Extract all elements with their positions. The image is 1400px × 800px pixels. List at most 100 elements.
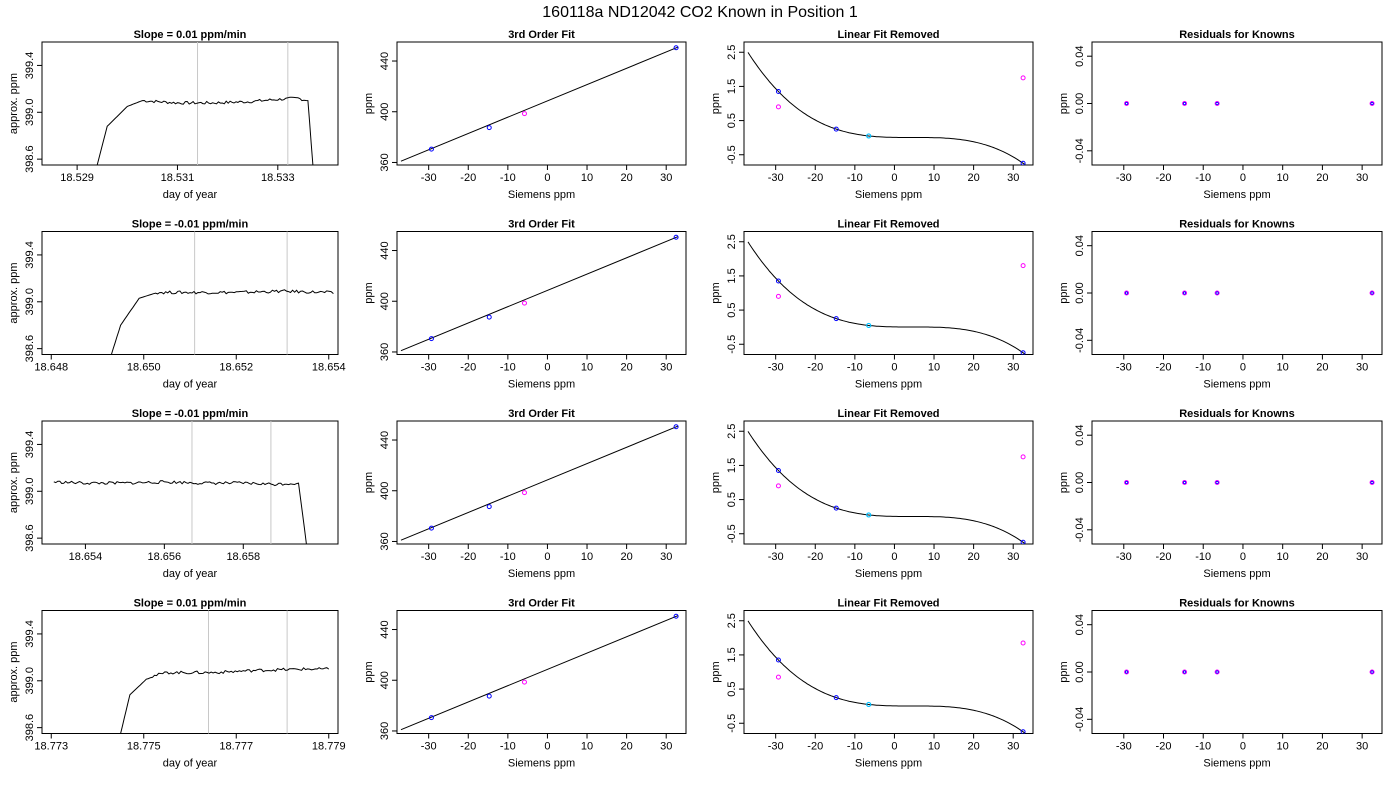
y-tick-label: 0.5 xyxy=(726,113,738,128)
panel-fit-row-1: 3rd Order Fit -30 -20 -10 0 10 20 30 360 400 440 Si… xyxy=(363,29,687,201)
known-point xyxy=(486,314,492,320)
y-axis-label: approx. ppm xyxy=(8,73,20,134)
fit-line xyxy=(400,425,679,541)
plot-area xyxy=(110,231,334,355)
plot-area xyxy=(747,241,1026,355)
x-tick-label: 20 xyxy=(620,741,632,753)
x-tick-label: 10 xyxy=(581,172,593,184)
x-tick-label: -20 xyxy=(460,741,476,753)
panel-residuals-row-1: Residuals for Knowns -30 -20 -10 0 10 20 30 -0.0… xyxy=(1058,29,1383,201)
x-tick-label: -30 xyxy=(768,741,784,753)
x-tick-label: 0 xyxy=(1240,551,1246,563)
plot-frame xyxy=(1091,41,1383,166)
x-tick-label: 10 xyxy=(581,741,593,753)
x-tick-label: -10 xyxy=(847,172,863,184)
x-tick-label: -30 xyxy=(421,551,437,563)
plot-area xyxy=(400,424,679,541)
y-tick-label: 399.4 xyxy=(24,241,36,269)
y-tick-label: 1.5 xyxy=(726,458,738,473)
panel-linear-removed-row-4: Linear Fit Removed -30 -20 -10 0 10 20 30 -0.5 0.… xyxy=(710,598,1034,770)
y-tick-label: 440 xyxy=(379,620,391,638)
x-tick-label: 30 xyxy=(1007,172,1019,184)
residual-point xyxy=(1370,480,1374,485)
y-axis-label: ppm xyxy=(1058,661,1070,682)
residual-point xyxy=(1215,670,1219,674)
known-point xyxy=(1020,350,1026,355)
plot-frame xyxy=(743,231,1034,355)
x-tick-label: 10 xyxy=(581,362,593,374)
x-axis-label: day of year xyxy=(163,189,218,201)
x-tick-label: 0 xyxy=(544,362,550,374)
y-tick-label: 360 xyxy=(379,532,391,550)
plot-area xyxy=(53,421,307,544)
y-tick-label: 399.0 xyxy=(24,288,36,316)
y-tick-label: 400 xyxy=(379,292,391,310)
plot-frame xyxy=(743,420,1034,545)
known-point xyxy=(833,316,839,322)
residual-point-outer xyxy=(1369,480,1375,485)
y-axis-label: ppm xyxy=(363,661,375,682)
panel-linear-removed-row-1: Linear Fit Removed -30 -20 -10 0 10 20 30 -0.5 0.… xyxy=(710,29,1034,201)
x-tick-label: 10 xyxy=(1277,362,1289,374)
residual-point xyxy=(1182,291,1187,295)
x-tick-label: -20 xyxy=(807,172,823,184)
residual-point-outer xyxy=(1214,101,1220,106)
known-point xyxy=(673,424,679,430)
x-tick-label: -10 xyxy=(500,362,516,374)
plot-area xyxy=(1124,290,1375,296)
x-tick-label: 10 xyxy=(928,741,940,753)
x-tick-label: -20 xyxy=(1156,551,1172,563)
plot-area xyxy=(400,613,679,731)
x-tick-label: 20 xyxy=(967,172,979,184)
y-tick-label: 1.5 xyxy=(726,268,738,283)
panel-time-series-row-2: Slope = -0.01 ppm/min 18.648 18.650 18.652 1… xyxy=(8,219,346,391)
known-point xyxy=(428,525,434,531)
plot-frame xyxy=(396,231,687,355)
known-point xyxy=(775,278,781,284)
x-tick-label: -30 xyxy=(421,362,437,374)
y-tick-label: 2.5 xyxy=(726,613,738,628)
y-axis-label: ppm xyxy=(710,661,722,682)
plot-area xyxy=(747,431,1026,544)
known-point xyxy=(775,468,781,474)
panel-title: 3rd Order Fit xyxy=(508,219,575,231)
linear-residual-point xyxy=(1020,640,1026,646)
y-tick-label: -0.5 xyxy=(726,714,738,733)
known-point xyxy=(428,715,434,721)
panel-title: Linear Fit Removed xyxy=(837,29,939,41)
known-point xyxy=(775,657,781,663)
y-tick-label: 0.00 xyxy=(1074,282,1086,303)
x-tick-label: -20 xyxy=(807,741,823,753)
y-axis-label: ppm xyxy=(363,472,375,493)
residual-point-outer xyxy=(1214,480,1220,485)
panel-residuals-row-3: Residuals for Knowns -30 -20 -10 0 10 20 30 -0.0… xyxy=(1058,408,1383,580)
y-tick-label: 2.5 xyxy=(726,234,738,249)
x-tick-label: 0 xyxy=(891,362,897,374)
x-tick-label: -10 xyxy=(1195,362,1211,374)
x-tick-label: 30 xyxy=(1007,362,1019,374)
x-tick-label: -10 xyxy=(847,551,863,563)
x-tick-label: -10 xyxy=(500,172,516,184)
x-tick-label: 18.652 xyxy=(219,362,253,374)
x-tick-label: 18.775 xyxy=(127,741,161,753)
y-axis-label: ppm xyxy=(710,472,722,493)
linear-residual-point xyxy=(775,483,781,489)
x-axis-label: Siemens ppm xyxy=(1203,568,1270,580)
known-point xyxy=(1020,539,1026,544)
y-tick-label: -0.04 xyxy=(1074,328,1086,353)
panel-title: Linear Fit Removed xyxy=(837,219,939,231)
plot-frame xyxy=(1091,610,1383,734)
y-axis-label: ppm xyxy=(1058,282,1070,303)
x-tick-label: -30 xyxy=(768,172,784,184)
y-tick-label: 0.00 xyxy=(1074,472,1086,493)
panel-title: 3rd Order Fit xyxy=(508,408,575,420)
x-tick-label: 0 xyxy=(891,741,897,753)
cubic-fit-curve xyxy=(747,431,1026,544)
panel-linear-removed-row-3: Linear Fit Removed -30 -20 -10 0 10 20 30 -0.5 0.… xyxy=(710,408,1034,580)
residual-point xyxy=(1215,291,1219,295)
x-tick-label: 30 xyxy=(1356,362,1368,374)
y-tick-label: 0.5 xyxy=(726,302,738,317)
sample-point xyxy=(521,679,527,685)
y-tick-label: 360 xyxy=(379,722,391,740)
x-tick-label: 18.654 xyxy=(69,551,103,563)
